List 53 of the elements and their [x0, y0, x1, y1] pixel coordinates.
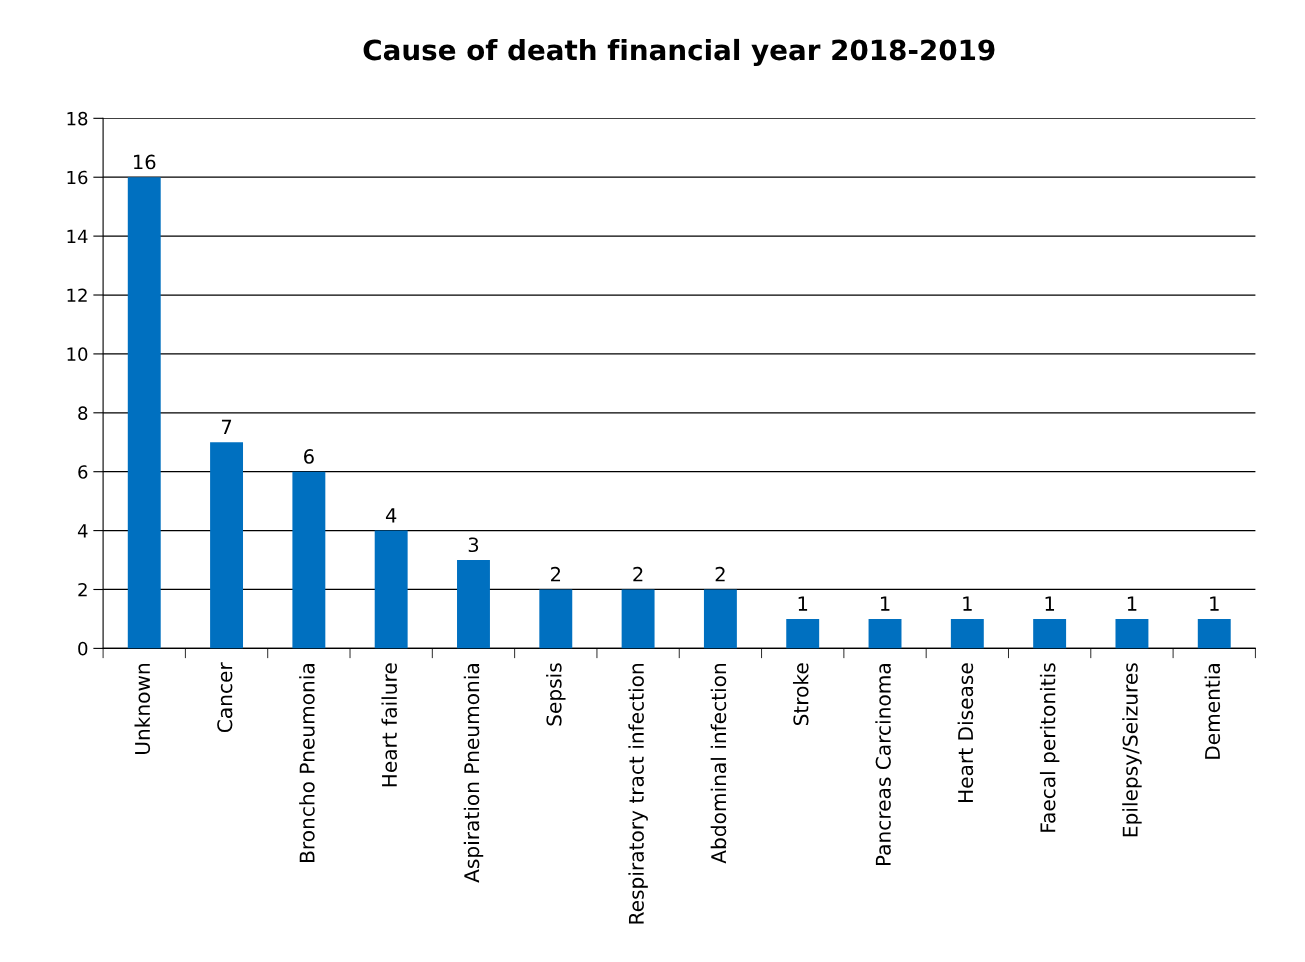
bar — [539, 589, 573, 649]
bar — [127, 177, 161, 649]
x-tick-label: Cancer — [217, 662, 233, 733]
x-tick-label: Aspiration Pneumonia — [463, 664, 484, 883]
data-label: 4 — [385, 508, 397, 523]
data-label: 1 — [1210, 596, 1219, 611]
data-label: 1 — [798, 596, 808, 611]
bar — [1033, 618, 1067, 649]
data-label: 2 — [715, 566, 725, 582]
x-tick-label: Stroke — [792, 663, 809, 726]
bar — [374, 530, 408, 649]
y-tick-label: 8 — [78, 406, 88, 420]
bar — [292, 471, 326, 649]
data-label: 3 — [468, 537, 479, 553]
bar — [621, 589, 655, 649]
data-label: 6 — [304, 449, 314, 464]
x-tick-label: Unknown — [134, 663, 151, 755]
bar — [868, 618, 902, 649]
bar — [786, 618, 820, 649]
bar — [703, 589, 737, 649]
y-tick-label: 4 — [77, 524, 88, 538]
bar — [1115, 618, 1149, 649]
y-tick-label: 10 — [67, 347, 88, 362]
data-label: 2 — [551, 566, 561, 582]
bar — [950, 618, 984, 649]
y-tick-label: 12 — [67, 288, 87, 302]
x-tick-label: Heart failure — [381, 663, 398, 787]
x-tick-label: Faecal peritonitis — [1039, 663, 1060, 832]
data-label: 2 — [633, 566, 643, 582]
data-label: 1 — [1045, 596, 1055, 611]
x-tick-label: Heart Disease — [957, 663, 974, 802]
bar — [210, 442, 244, 649]
y-tick-label: 14 — [67, 229, 88, 243]
data-label: 1 — [963, 596, 972, 611]
data-label: 1 — [1127, 596, 1137, 611]
data-label: 7 — [221, 419, 232, 435]
chart-title: Cause of death financial year 2018-2019 — [363, 38, 995, 66]
x-tick-label: Epilepsy/Seizures — [1122, 663, 1142, 837]
data-label: 1 — [880, 596, 890, 611]
y-tick-label: 6 — [78, 465, 88, 479]
y-tick-label: 2 — [78, 582, 87, 597]
y-tick-label: 0 — [78, 641, 88, 656]
x-tick-label: Respiratory tract infection — [628, 663, 648, 924]
x-tick-label: Sepsis — [546, 663, 566, 726]
x-tick-label: Dementia — [1204, 664, 1221, 759]
x-tick-label: Pancreas Carcinoma — [875, 664, 891, 866]
x-tick-label: Abdominal infection — [710, 663, 727, 864]
y-tick-label: 16 — [67, 170, 88, 185]
data-label: 16 — [134, 154, 156, 170]
bar — [457, 560, 490, 649]
bar — [1197, 618, 1231, 649]
y-tick-label: 18 — [67, 111, 88, 126]
x-tick-label: Broncho Pneumonia — [299, 664, 315, 862]
